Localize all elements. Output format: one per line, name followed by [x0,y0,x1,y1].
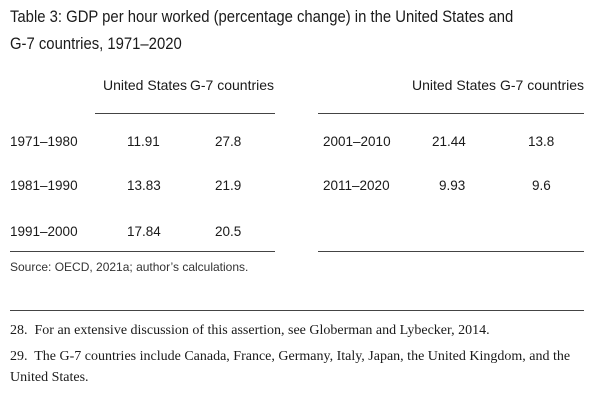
footnote-number: 28. [10,323,28,338]
row-period: 1981–1990 [10,178,78,193]
row-g7-value: 13.8 [528,134,555,149]
row-us-value: 13.83 [127,178,161,193]
footnote-text: For an extensive discussion of this asse… [34,323,490,338]
row-us-value: 9.93 [439,178,466,193]
right-bottom-rule [318,251,584,252]
right-header-g7: G-7 countries [500,77,585,93]
row-period: 1991–2000 [10,224,78,239]
row-g7-value: 9.6 [532,178,551,193]
footnote-28: 28. For an extensive discussion of this … [10,320,590,341]
footnote-separator [10,310,584,311]
left-header-rule [95,113,275,114]
row-period: 1971–1980 [10,134,78,149]
footnote-number: 29. [10,349,28,364]
row-us-value: 17.84 [127,224,161,239]
row-period: 2001–2010 [323,134,391,149]
row-us-value: 11.91 [127,134,160,149]
left-header-us: United States [103,77,188,93]
right-header-rule [318,113,584,114]
right-header-us: United States [412,77,497,93]
table-title: Table 3: GDP per hour worked (percentage… [10,8,514,53]
row-period: 2011–2020 [323,178,390,193]
left-bottom-rule [10,251,275,252]
row-g7-value: 20.5 [215,224,242,239]
row-g7-value: 21.9 [215,178,242,193]
footnote-29: 29. The G-7 countries include Canada, Fr… [10,346,590,388]
source-note: Source: OECD, 2021a; author’s calculatio… [10,260,249,274]
row-g7-value: 27.8 [215,134,242,149]
footnote-text: The G-7 countries include Canada, France… [10,349,571,385]
row-us-value: 21.44 [432,134,466,149]
left-header-g7: G-7 countries [190,77,275,93]
